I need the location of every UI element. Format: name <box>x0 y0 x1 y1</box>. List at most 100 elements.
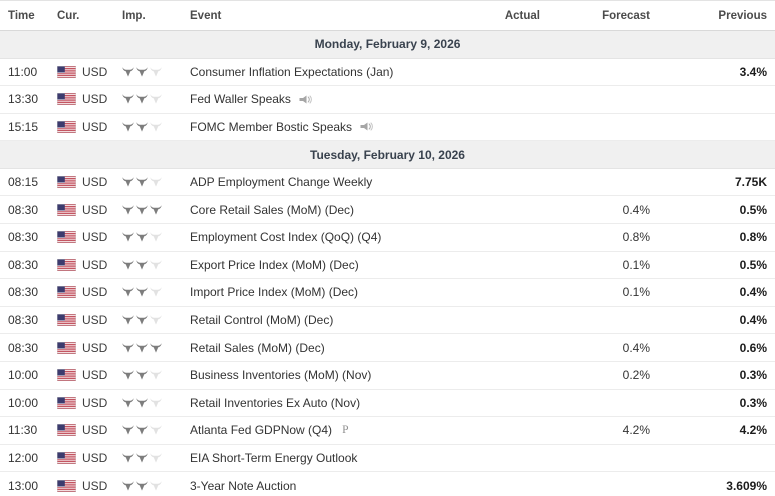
column-header-forecast: Forecast <box>602 9 650 22</box>
us-flag-icon <box>57 341 76 354</box>
previous-value: 3.609% <box>726 478 767 493</box>
bull-icon <box>136 398 148 408</box>
previous-value: 0.6% <box>739 340 767 355</box>
bull-icon <box>122 398 134 408</box>
event-name-cell[interactable]: Export Price Index (MoM) (Dec) <box>182 258 438 272</box>
bull-icon <box>136 94 148 104</box>
event-time: 08:30 <box>8 313 39 328</box>
bull-icon <box>136 122 148 132</box>
event-row[interactable]: 15:15 USD <box>0 113 775 142</box>
event-row[interactable]: 11:00 USD <box>0 58 775 87</box>
event-currency: USD <box>49 396 114 410</box>
event-time: 08:30 <box>8 285 39 300</box>
forecast-value: 0.1% <box>622 285 650 300</box>
event-name-cell[interactable]: Core Retail Sales (MoM) (Dec) <box>182 203 438 217</box>
bull-icon <box>150 177 162 187</box>
event-name: Import Price Index (MoM) (Dec) <box>190 285 359 300</box>
currency-label: USD <box>82 230 108 245</box>
previous-value: 0.3% <box>739 395 767 410</box>
event-row[interactable]: 08:30 USD <box>0 223 775 252</box>
importance-rating <box>114 204 182 215</box>
event-name-cell[interactable]: 3-Year Note Auction <box>182 479 438 493</box>
previous-value: 0.4% <box>739 285 767 300</box>
event-row[interactable]: 11:30 USD <box>0 417 775 445</box>
event-row[interactable]: 08:30 USD <box>0 196 775 224</box>
forecast-value: 0.8% <box>622 230 650 245</box>
bull-icon <box>136 425 148 436</box>
event-time: 13:00 <box>8 478 39 493</box>
importance-rating <box>114 370 182 380</box>
event-name-cell[interactable]: Retail Control (MoM) (Dec) <box>182 313 438 327</box>
event-name-cell[interactable]: Atlanta Fed GDPNow (Q4) P <box>182 423 438 437</box>
us-flag-icon <box>57 479 76 492</box>
event-name-cell[interactable]: Business Inventories (MoM) (Nov) <box>182 368 438 382</box>
event-name: Business Inventories (MoM) (Nov) <box>190 368 372 383</box>
event-time: 11:00 <box>8 64 38 79</box>
event-name-cell[interactable]: Retail Sales (MoM) (Dec) <box>182 341 438 355</box>
event-currency: USD <box>49 203 114 217</box>
previous-value: 0.8% <box>739 230 767 245</box>
currency-label: USD <box>82 285 108 300</box>
currency-label: USD <box>82 478 108 493</box>
importance-rating <box>114 342 182 353</box>
bull-icon <box>150 398 162 408</box>
event-row[interactable]: 10:00 USD <box>0 361 775 390</box>
importance-rating <box>114 398 182 408</box>
bull-icon <box>136 342 148 353</box>
us-flag-icon <box>57 452 76 465</box>
event-name: Retail Control (MoM) (Dec) <box>190 313 334 328</box>
event-name: Export Price Index (MoM) (Dec) <box>190 257 359 272</box>
event-currency: USD <box>49 120 114 134</box>
currency-label: USD <box>82 64 108 79</box>
event-name-cell[interactable]: ADP Employment Change Weekly <box>182 175 438 189</box>
forecast-value: 0.4% <box>622 340 650 355</box>
currency-label: USD <box>82 257 108 272</box>
us-flag-icon <box>57 424 76 437</box>
event-name-cell[interactable]: Import Price Index (MoM) (Dec) <box>182 285 438 299</box>
event-row[interactable]: 10:00 USD <box>0 389 775 418</box>
event-row[interactable]: 08:30 USD <box>0 306 775 335</box>
currency-label: USD <box>82 119 108 134</box>
currency-label: USD <box>82 175 108 190</box>
event-row[interactable]: 12:00 USD <box>0 444 775 473</box>
event-time: 13:30 <box>8 92 39 107</box>
event-row[interactable]: 08:30 USD <box>0 334 775 362</box>
event-name-cell[interactable]: Fed Waller Speaks <box>182 92 438 106</box>
bull-icon <box>136 287 148 298</box>
bull-icon <box>122 480 134 491</box>
event-name-cell[interactable]: EIA Short-Term Energy Outlook <box>182 451 438 465</box>
event-name-cell[interactable]: Consumer Inflation Expectations (Jan) <box>182 65 438 79</box>
importance-rating <box>114 232 182 242</box>
table-header-row: Time Cur. Imp. Event Actual Forecast Pre… <box>0 1 775 31</box>
event-currency: USD <box>49 65 114 79</box>
bull-icon <box>136 370 148 380</box>
previous-value: 0.4% <box>739 313 767 328</box>
date-header-row: Tuesday, February 10, 2026 <box>0 141 775 169</box>
event-name-cell[interactable]: FOMC Member Bostic Speaks <box>182 120 438 134</box>
bull-icon <box>122 177 134 187</box>
date-label: Monday, February 9, 2026 <box>314 37 461 52</box>
event-name-cell[interactable]: Retail Inventories Ex Auto (Nov) <box>182 396 438 410</box>
event-currency: USD <box>49 175 114 189</box>
bull-icon <box>150 260 162 270</box>
event-row[interactable]: 08:30 USD <box>0 251 775 280</box>
bull-icon <box>122 425 134 436</box>
event-row[interactable]: 13:00 USD <box>0 472 775 496</box>
event-name: Fed Waller Speaks <box>190 92 291 107</box>
event-row[interactable]: 08:30 USD <box>0 279 775 307</box>
column-header-actual: Actual <box>504 9 540 22</box>
event-row[interactable]: 08:15 USD <box>0 168 775 197</box>
bull-icon <box>136 204 148 215</box>
bull-icon <box>122 453 134 463</box>
currency-label: USD <box>82 92 108 107</box>
bull-icon <box>122 287 134 298</box>
bull-icon <box>150 370 162 380</box>
importance-rating <box>114 177 182 187</box>
event-row[interactable]: 13:30 USD <box>0 86 775 114</box>
us-flag-icon <box>57 176 76 189</box>
event-name-cell[interactable]: Employment Cost Index (QoQ) (Q4) <box>182 230 438 244</box>
importance-rating <box>114 287 182 298</box>
bull-icon <box>150 204 162 215</box>
previous-value: 0.5% <box>739 257 767 272</box>
